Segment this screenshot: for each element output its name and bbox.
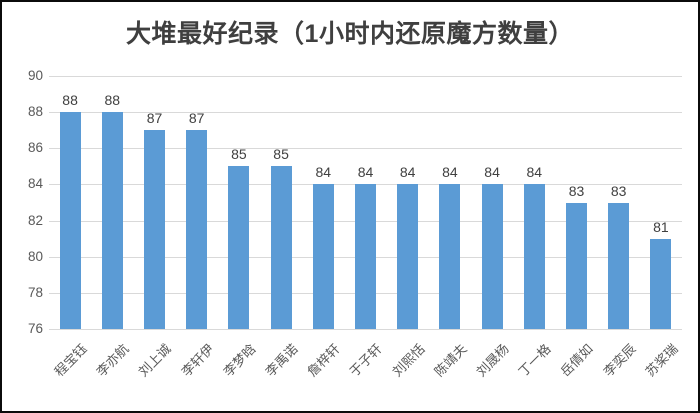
gridline: [49, 148, 682, 150]
x-axis-category-label-text: 李梦晗: [220, 341, 259, 380]
bar: [608, 202, 630, 329]
y-axis-tick-label: 76: [27, 321, 43, 336]
x-axis-category-label-text: 李轩伊: [178, 341, 217, 380]
bar-value-label: 84: [484, 164, 500, 181]
bar: [397, 184, 419, 329]
bar: [228, 166, 250, 329]
bar-value-label: 85: [231, 146, 247, 163]
bar-value-label: 84: [399, 164, 416, 181]
bar: [186, 130, 208, 329]
bar: [481, 184, 503, 329]
y-axis-tick-label: 88: [27, 104, 43, 120]
bar: [439, 184, 461, 329]
bar-value-label: 83: [568, 182, 585, 199]
bar: [355, 184, 376, 329]
x-axis-category-label-text: 陈靖夫: [431, 341, 470, 380]
bar: [312, 184, 334, 329]
bar: [101, 112, 123, 329]
bar: [144, 130, 165, 329]
x-axis-category-label-text: 李奕辰: [600, 341, 639, 380]
gridline: [49, 112, 682, 114]
bar-value-label: 88: [104, 92, 121, 109]
bar-value-label: 83: [610, 182, 627, 199]
bar-value-label: 85: [273, 146, 289, 163]
bar-value-label: 87: [146, 110, 163, 127]
x-axis-category-label-text: 刘熙恬: [389, 341, 428, 380]
x-axis-category-label-text: 丁一格: [515, 341, 555, 380]
bar-value-label: 84: [315, 164, 332, 181]
bar-value-label: 88: [62, 92, 78, 109]
x-axis-category-label-text: 岳倩如: [558, 341, 597, 380]
x-axis-category-label-text: 刘上诚: [136, 341, 175, 380]
gridline: [49, 76, 682, 77]
y-axis-tick-label: 86: [27, 140, 43, 156]
x-axis-category-label-text: 于子轩: [347, 341, 386, 380]
bar: [270, 166, 292, 329]
x-axis-category-label-text: 苏桨瑞: [642, 341, 681, 380]
bar: [523, 184, 545, 329]
x-axis-category-label-text: 程宝钰: [51, 341, 90, 380]
x-axis-category-label-text: 刘晟杨: [473, 341, 512, 380]
chart-title: 大堆最好纪录（1小时内还原魔方数量）: [126, 20, 574, 48]
y-axis-tick-label: 84: [27, 176, 43, 192]
y-axis-tick-label: 78: [27, 284, 43, 300]
bar: [59, 112, 81, 329]
bar-value-label: 84: [357, 164, 374, 181]
bar: [566, 202, 587, 329]
x-axis-category-label-text: 李亦航: [93, 341, 133, 380]
bar-value-label: 84: [526, 164, 543, 181]
gridline: [49, 329, 682, 330]
x-axis-category-label-text: 李禹诺: [262, 341, 301, 380]
y-axis-tick-label: 82: [27, 212, 43, 228]
bar-value-label: 84: [442, 164, 458, 181]
y-axis-tick-label: 90: [27, 68, 43, 83]
x-axis-category-label-text: 詹梓轩: [304, 341, 344, 380]
bar-value-label: 87: [188, 110, 205, 127]
bar: [650, 238, 672, 329]
y-axis-tick-label: 80: [27, 248, 43, 264]
bar-value-label: 81: [653, 218, 669, 235]
